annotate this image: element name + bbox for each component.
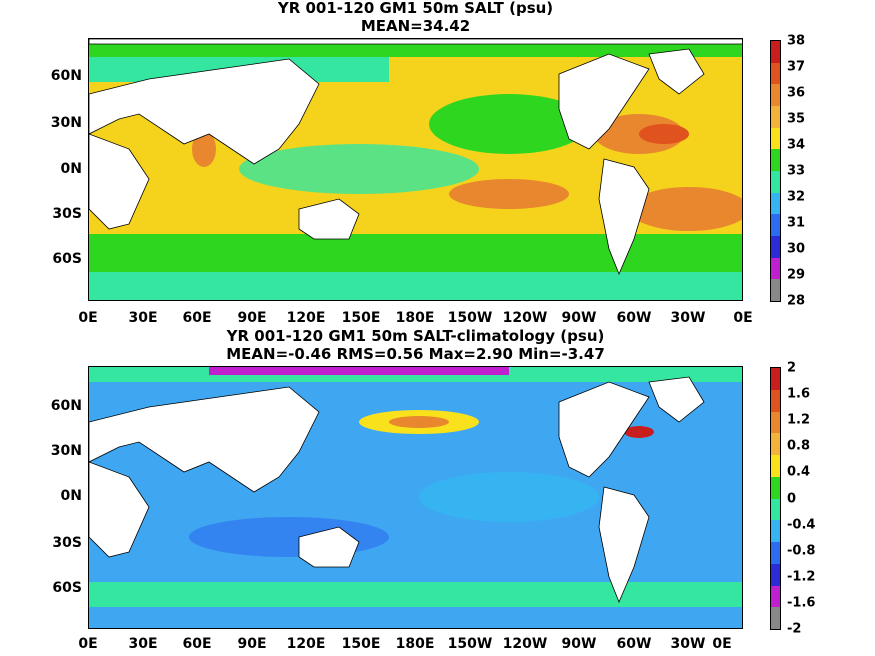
colorbar-segment [771, 455, 780, 477]
panel2-xlabel: 150E [341, 636, 381, 652]
colorbar-tick-label: 33 [787, 163, 806, 179]
panel2-xlabel: 150W [447, 636, 493, 652]
panel1-ylabel-30s: 30S [52, 206, 82, 222]
panel1-map-svg [89, 39, 742, 300]
colorbar-tick-label: 28 [787, 293, 806, 309]
panel1-ylabel-0n: 0N [60, 161, 82, 177]
colorbar-segment [771, 41, 780, 63]
panel1-map [88, 38, 743, 301]
panel1-xlabel: 120E [286, 310, 326, 326]
panel1-xlabel: 150E [341, 310, 381, 326]
panel2-ylabel-60n: 60N [50, 398, 82, 414]
colorbar-tick-label: 2 [787, 360, 797, 376]
colorbar-tick-label: 30 [787, 241, 806, 257]
panel1-xlabel: 60E [182, 310, 212, 326]
panel1-xlabel: 0E [733, 310, 753, 326]
colorbar-segment [771, 563, 780, 586]
panel2-ylabel-30n: 30N [50, 443, 82, 459]
panel2-xlabel: 60W [616, 636, 652, 652]
panel1-xlabel: 90W [561, 310, 597, 326]
panel2-title-line1: YR 001-120 GM1 50m SALT-climatology (psu… [226, 327, 605, 345]
colorbar-segment [771, 214, 780, 237]
panel1-xlabel: 150W [447, 310, 493, 326]
colorbar-tick-label: 36 [787, 85, 806, 101]
colorbar-tick-label: 1.2 [787, 412, 811, 428]
colorbar-segment [771, 476, 780, 499]
panel1-title-line1: YR 001-120 GM1 50m SALT (psu) [277, 0, 554, 17]
colorbar-tick-label: 37 [787, 59, 806, 75]
colorbar-segment [771, 607, 780, 630]
panel2-ylabel-0n: 0N [60, 488, 82, 504]
panel2-xlabel: 30E [128, 636, 158, 652]
panel2-xlabel: 120E [286, 636, 326, 652]
colorbar-segment [771, 520, 780, 543]
colorbar-tick-label: 0.4 [787, 464, 811, 480]
colorbar-tick-label: -1.2 [787, 569, 816, 585]
colorbar-segment [771, 368, 780, 390]
colorbar-tick-label: -1.6 [787, 595, 816, 611]
colorbar-segment [771, 411, 780, 434]
panel2-ylabel-60s: 60S [52, 580, 82, 596]
panel2-xlabel: 180E [395, 636, 435, 652]
panel1-ylabel-60s: 60S [52, 251, 82, 267]
colorbar-tick-label: 34 [787, 137, 806, 153]
panel2-map [88, 366, 743, 629]
colorbar-segment [771, 127, 780, 150]
panel1-land [89, 39, 742, 276]
colorbar-tick-label: 0 [787, 491, 797, 506]
panel2-map-svg [89, 367, 742, 628]
panel2-xlabel: 120W [502, 636, 548, 652]
colorbar-segment [771, 62, 780, 85]
panel1-xlabel: 0E [78, 310, 98, 326]
colorbar-segment [771, 171, 780, 193]
panel2-xlabel: 90W [561, 636, 597, 652]
panel2-xlabel: 60E [182, 636, 212, 652]
colorbar-segment [771, 236, 780, 258]
panel1-xlabel: 30E [128, 310, 158, 326]
colorbar-tick-label: -0.8 [787, 543, 816, 559]
panel2-colorbar [771, 368, 780, 630]
panel2-ylabel-30s: 30S [52, 535, 82, 551]
colorbar-tick-label: 1.6 [787, 386, 811, 402]
colorbar-tick-label: 38 [787, 33, 806, 49]
colorbar-segment [771, 498, 780, 521]
colorbar-segment [771, 192, 780, 215]
panel2-xlabel: 30W [670, 636, 706, 652]
colorbar-segment [771, 257, 780, 280]
colorbar-tick-label: 31 [787, 215, 806, 231]
panel1-colorbar-frame [770, 40, 781, 302]
colorbar-tick-label: 29 [787, 267, 806, 283]
panel1-title-line2: MEAN=34.42 [360, 17, 471, 35]
panel2-title-line2: MEAN=-0.46 RMS=0.56 Max=2.90 Min=-3.47 [226, 345, 605, 363]
colorbar-segment [771, 389, 780, 412]
panel1-xlabel: 60W [616, 310, 652, 326]
panel2-land [89, 376, 705, 604]
colorbar-tick-label: -0.4 [787, 517, 816, 533]
panel2-colorbar-frame [770, 367, 781, 630]
colorbar-segment [771, 585, 780, 608]
panel1-xlabel: 90E [237, 310, 267, 326]
colorbar-segment [771, 149, 780, 172]
panel2-xlabel: 0E [78, 636, 98, 652]
colorbar-tick-label: -2 [787, 621, 802, 637]
colorbar-tick-label: 32 [787, 189, 806, 205]
panel1-xlabel: 30W [670, 310, 706, 326]
colorbar-segment [771, 84, 780, 107]
colorbar-segment [771, 542, 780, 564]
colorbar-segment [771, 433, 780, 456]
panel1-xlabel: 180E [395, 310, 435, 326]
panel2-xlabel: 90E [237, 636, 267, 652]
panel1-xlabel: 120W [502, 310, 548, 326]
colorbar-segment [771, 106, 780, 128]
panel2-xlabel: 0E [712, 636, 732, 652]
colorbar-tick-label: 0.8 [787, 438, 811, 454]
colorbar-tick-label: 35 [787, 111, 806, 127]
panel1-ylabel-60n: 60N [50, 68, 82, 84]
colorbar-segment [771, 279, 780, 302]
panel1-colorbar [771, 41, 780, 302]
panel1-ylabel-30n: 30N [50, 115, 82, 131]
